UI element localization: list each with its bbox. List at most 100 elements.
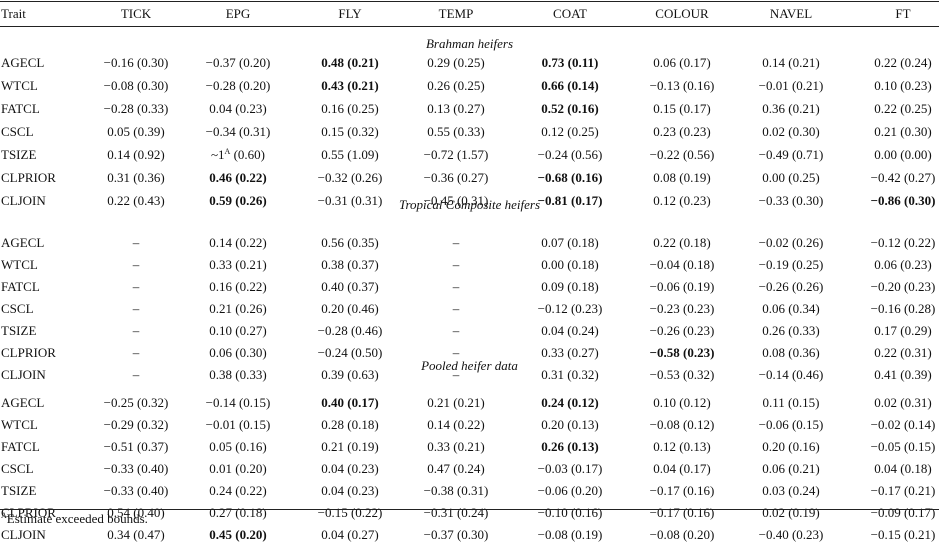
value-text: −0.02 (0.14) [870, 417, 936, 432]
value-text: −0.14 (0.15) [205, 395, 271, 410]
table-row: FATCL −0.28 (0.33) 0.04 (0.23) 0.16 (0.25) 0… [0, 100, 939, 118]
value-text: – [132, 257, 140, 272]
value-text: 0.15 (0.17) [653, 101, 711, 116]
value-text: 0.21 (0.19) [321, 439, 379, 454]
value-text: −0.01 (0.15) [205, 417, 271, 432]
value-text: −0.08 (0.12) [649, 417, 715, 432]
value-text: 0.04 (0.23) [321, 483, 379, 498]
value-text: – [132, 345, 140, 360]
value-text: 0.55 (1.09) [321, 147, 379, 162]
value-cell: −0.06 (0.19) [650, 278, 715, 296]
trait-cell: CLPRIOR [1, 505, 56, 520]
column-header: EPG [225, 6, 251, 21]
value-text: 0.40 (0.17) [321, 395, 379, 410]
value-text: 0.21 (0.26) [209, 301, 267, 316]
value-text: −0.08 (0.30) [103, 78, 169, 93]
value-cell: −0.16 (0.30) [104, 54, 169, 72]
trait-cell: CLJOIN [1, 193, 46, 208]
value-text: 0.47 (0.24) [427, 461, 485, 476]
value-cell: 0.17 (0.29) [874, 322, 931, 340]
value-cell: 0.40 (0.37) [321, 278, 378, 296]
value-text: −0.33 (0.40) [103, 461, 169, 476]
value-text: −0.15 (0.21) [870, 527, 936, 542]
value-text: −0.36 (0.27) [423, 170, 489, 185]
value-cell: 0.20 (0.13) [541, 416, 598, 434]
value-cell: −0.37 (0.30) [424, 526, 489, 544]
value-text: −0.25 (0.32) [103, 395, 169, 410]
value-text: 0.20 (0.13) [541, 417, 599, 432]
trait-cell: CSCL [1, 461, 34, 476]
value-cell: 0.48 (0.21) [321, 54, 378, 72]
value-text: 0.20 (0.46) [321, 301, 379, 316]
value-text: 0.52 (0.16) [541, 101, 599, 116]
value-cell: −0.24 (0.50) [318, 344, 383, 362]
value-text: −0.04 (0.18) [649, 257, 715, 272]
trait-header: Trait [1, 6, 26, 21]
value-text: 0.24 (0.12) [541, 395, 599, 410]
value-cell: 0.01 (0.20) [209, 460, 266, 478]
value-cell: 0.31 (0.36) [107, 169, 164, 187]
value-cell: −0.37 (0.20) [206, 54, 271, 72]
value-text: −0.37 (0.20) [205, 55, 271, 70]
value-text: 0.40 (0.37) [321, 279, 379, 294]
value-cell: −0.23 (0.23) [650, 300, 715, 318]
trait-cell: CLPRIOR [1, 170, 56, 185]
value-cell: −0.17 (0.16) [650, 504, 715, 522]
value-text: – [132, 279, 140, 294]
trait-cell: FATCL [1, 279, 40, 294]
value-text: 0.73 (0.11) [541, 55, 599, 70]
table-row: CLPRIOR – 0.06 (0.30) −0.24 (0.50) – 0.33 (0.… [0, 344, 939, 362]
value-cell: 0.00 (0.25) [762, 169, 819, 187]
value-cell: – [453, 278, 460, 296]
value-cell: 0.59 (0.26) [209, 192, 266, 210]
value-cell: −0.14 (0.46) [759, 366, 824, 384]
value-cell: – [133, 234, 140, 252]
value-text: – [452, 367, 460, 382]
value-cell: 0.04 (0.17) [653, 460, 710, 478]
column-header: COAT [553, 6, 587, 21]
value-cell: 0.06 (0.21) [762, 460, 819, 478]
value-text: 0.13 (0.27) [427, 101, 485, 116]
value-text: 0.20 (0.16) [762, 439, 820, 454]
value-cell: 0.56 (0.35) [321, 234, 378, 252]
value-cell: −0.06 (0.20) [538, 482, 603, 500]
value-cell: −0.09 (0.17) [871, 504, 936, 522]
value-cell: −0.14 (0.15) [206, 394, 271, 412]
trait-cell: CSCL [1, 124, 34, 139]
value-text: −0.31 (0.24) [423, 505, 489, 520]
value-text: 0.06 (0.17) [653, 55, 711, 70]
value-text: −0.28 (0.46) [317, 323, 383, 338]
value-cell: −0.29 (0.32) [104, 416, 169, 434]
table-row: CLPRIOR 0.54 (0.40) 0.27 (0.18) −0.15 (0.22… [0, 504, 939, 522]
value-cell: 0.43 (0.21) [321, 77, 378, 95]
footnote-ref: A [224, 147, 231, 156]
table-row: CLJOIN – 0.38 (0.33) 0.39 (0.63) – 0.31 (0.32… [0, 366, 939, 384]
column-header: TEMP [438, 6, 474, 21]
value-text: 0.05 (0.16) [209, 439, 267, 454]
value-cell: −0.01 (0.15) [206, 416, 271, 434]
table-row: AGECL −0.16 (0.30) −0.37 (0.20) 0.48 (0.21)… [0, 54, 939, 72]
table-row: FATCL −0.51 (0.37) 0.05 (0.16) 0.21 (0.19) 0… [0, 438, 939, 456]
value-text: 0.08 (0.19) [653, 170, 711, 185]
value-cell: −0.72 (1.57) [424, 146, 489, 164]
value-cell: 0.29 (0.25) [427, 54, 484, 72]
value-text: 0.21 (0.30) [874, 124, 932, 139]
column-header: TICK [120, 6, 152, 21]
value-cell: −0.08 (0.30) [104, 77, 169, 95]
value-cell: 0.33 (0.21) [209, 256, 266, 274]
value-cell: – [453, 322, 460, 340]
value-text: 0.26 (0.33) [762, 323, 820, 338]
section-title: Tropical Composite heifers [398, 197, 541, 212]
value-cell: 0.02 (0.30) [762, 123, 819, 141]
trait-cell: WTCL [1, 417, 38, 432]
trait-cell: TSIZE [1, 147, 37, 162]
value-text: 0.00 (0.25) [762, 170, 820, 185]
value-cell: −0.28 (0.46) [318, 322, 383, 340]
table-row: WTCL −0.29 (0.32) −0.01 (0.15) 0.28 (0.18) 0… [0, 416, 939, 434]
value-text: 0.10 (0.27) [209, 323, 267, 338]
value-cell: −0.81 (0.17) [538, 192, 603, 210]
column-header: FLY [338, 6, 362, 21]
value-text: 0.04 (0.23) [321, 461, 379, 476]
value-text: 0.41 (0.39) [874, 367, 932, 382]
table-row: FATCL – 0.16 (0.22) 0.40 (0.37) – 0.09 (0.18)… [0, 278, 939, 296]
